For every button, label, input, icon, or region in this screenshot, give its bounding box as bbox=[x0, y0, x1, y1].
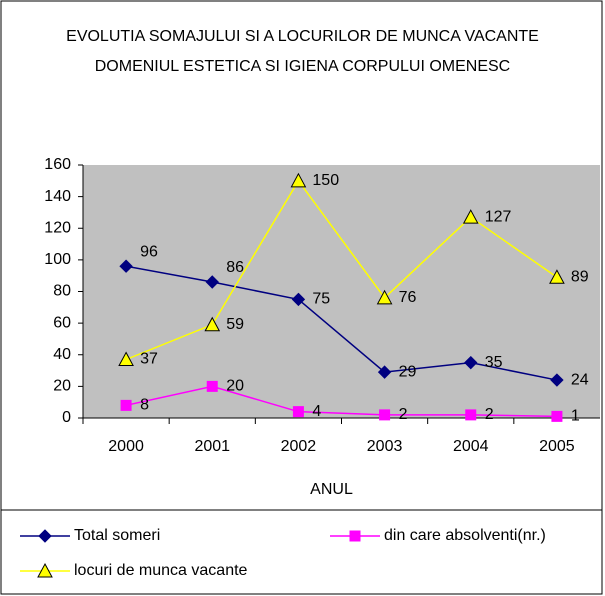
data-label: 24 bbox=[571, 371, 589, 388]
data-label: 89 bbox=[571, 268, 589, 285]
data-label: 150 bbox=[312, 172, 339, 189]
data-label: 20 bbox=[226, 378, 244, 395]
plot-area bbox=[83, 165, 600, 418]
y-tick-label: 0 bbox=[62, 409, 71, 426]
data-label: 2 bbox=[485, 406, 494, 423]
data-point bbox=[292, 406, 304, 418]
y-tick-label: 80 bbox=[53, 283, 71, 300]
data-label: 96 bbox=[140, 243, 158, 260]
data-point bbox=[206, 380, 218, 392]
data-point bbox=[465, 409, 477, 421]
y-tick-label: 20 bbox=[53, 378, 71, 395]
data-label: 59 bbox=[226, 316, 244, 333]
data-label: 2 bbox=[399, 406, 408, 423]
data-point bbox=[120, 399, 132, 411]
legend-marker bbox=[349, 530, 361, 542]
series-line bbox=[125, 265, 558, 381]
data-point bbox=[204, 316, 221, 332]
data-label: 29 bbox=[399, 363, 417, 380]
x-tick-label: 2003 bbox=[367, 438, 403, 455]
data-point bbox=[291, 292, 306, 307]
y-tick-label: 100 bbox=[44, 251, 71, 268]
data-label: 86 bbox=[226, 259, 244, 276]
data-label: 8 bbox=[140, 397, 149, 414]
x-tick-label: 2001 bbox=[194, 438, 230, 455]
data-point bbox=[549, 269, 565, 284]
x-axis-label: ANUL bbox=[310, 481, 353, 498]
legend-marker bbox=[38, 529, 52, 543]
data-label: 1 bbox=[571, 408, 580, 425]
chart-title: EVOLUTIA SOMAJULUI SI A LOCURILOR DE MUN… bbox=[66, 28, 539, 75]
legend-label: locuri de munca vacante bbox=[74, 562, 248, 579]
data-label: 127 bbox=[485, 208, 512, 225]
x-tick-label: 2004 bbox=[453, 438, 489, 455]
data-point bbox=[462, 209, 479, 224]
x-tick-label: 2005 bbox=[539, 438, 575, 455]
data-point bbox=[377, 365, 392, 379]
data-point bbox=[379, 409, 391, 421]
legend-label: din care absolventi(nr.) bbox=[384, 527, 546, 544]
y-tick-label: 120 bbox=[44, 219, 71, 236]
data-label: 35 bbox=[485, 354, 503, 371]
data-point bbox=[119, 259, 133, 273]
y-tick-label: 160 bbox=[44, 156, 71, 173]
x-tick-label: 2002 bbox=[281, 438, 317, 455]
legend-label: Total someri bbox=[74, 527, 160, 544]
data-point bbox=[118, 351, 134, 366]
data-label: 37 bbox=[140, 351, 158, 368]
data-point bbox=[205, 275, 219, 289]
series-line bbox=[125, 385, 557, 418]
y-tick-label: 60 bbox=[53, 314, 71, 331]
data-label: 75 bbox=[312, 291, 330, 308]
y-tick-label: 40 bbox=[53, 346, 71, 363]
data-point bbox=[290, 172, 307, 188]
data-point bbox=[464, 355, 478, 370]
data-point bbox=[376, 289, 393, 305]
y-tick-label: 140 bbox=[44, 188, 71, 205]
legend-marker bbox=[37, 562, 53, 578]
series-line bbox=[125, 179, 558, 361]
x-tick-label: 2000 bbox=[108, 438, 144, 455]
data-point bbox=[551, 410, 563, 422]
data-point bbox=[550, 373, 564, 387]
data-label: 4 bbox=[312, 403, 321, 420]
data-label: 76 bbox=[399, 289, 417, 306]
